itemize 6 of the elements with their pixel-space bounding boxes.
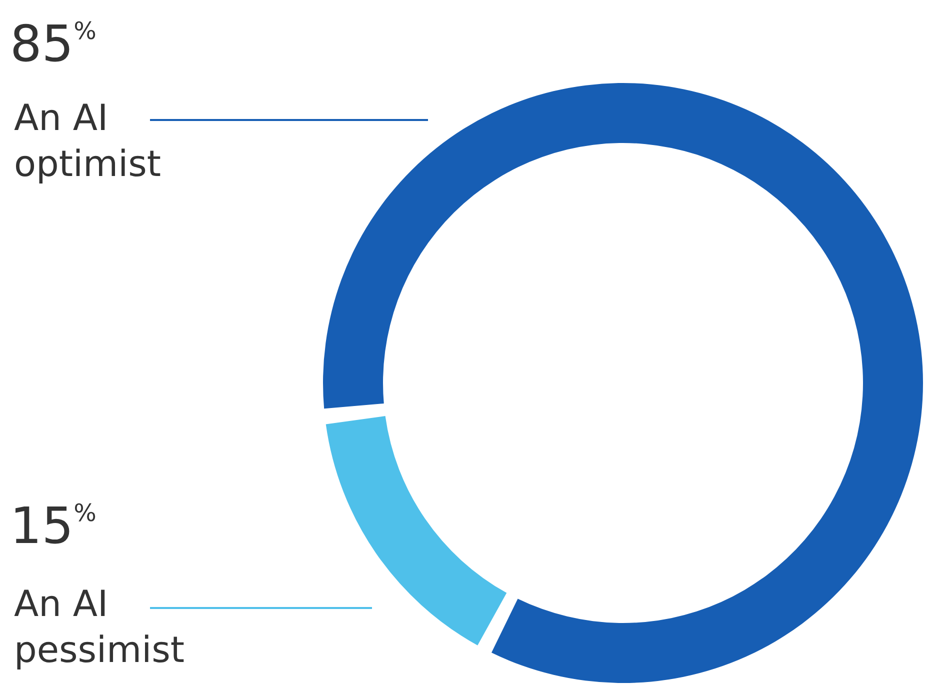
slice-label: An AI pessimist [14,583,186,673]
data-label: 15$^{%}$ [10,496,96,557]
donut-slice [323,83,923,682]
donut-slice [326,416,507,646]
data-label: 85$^{%}$ [10,14,96,75]
slice-label: An AI optimist [14,97,162,187]
